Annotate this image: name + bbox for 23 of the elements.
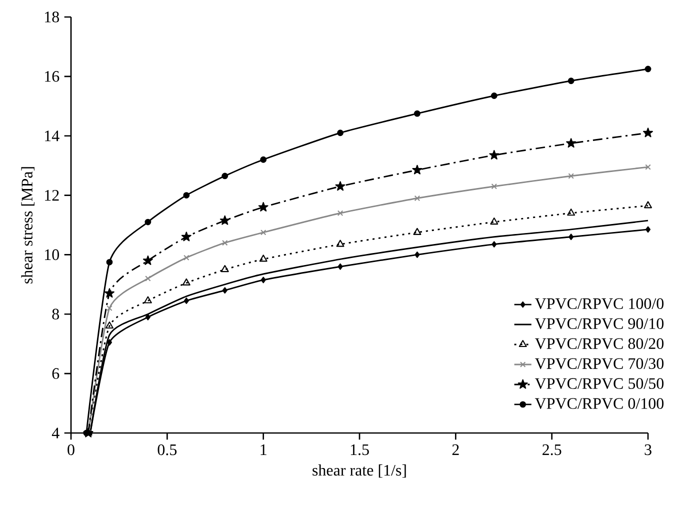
y-tick-label: 16 <box>45 71 60 82</box>
x-axis-title: shear rate [1/s] <box>312 464 406 478</box>
x-tick-label: 0 <box>68 444 74 456</box>
y-tick-label: 8 <box>52 308 60 320</box>
legend-label: VPVC/RPVC 70/30 <box>534 358 664 370</box>
legend-label: VPVC/RPVC 80/20 <box>534 338 664 350</box>
x-tick-label: 1.5 <box>350 444 369 456</box>
legend-label: VPVC/RPVC 50/50 <box>534 378 664 390</box>
legend-label: VPVC/RPVC 100/0 <box>534 298 664 310</box>
x-tick-label: 0.5 <box>158 444 177 456</box>
legend-label: VPVC/RPVC 90/10 <box>534 318 664 330</box>
y-tick-label: 4 <box>52 428 60 438</box>
y-tick-label: 18 <box>45 12 60 22</box>
x-tick-label: 1 <box>260 444 266 455</box>
y-axis-title: shear stress [MPa] <box>21 167 34 284</box>
y-tick-label: 12 <box>45 190 59 201</box>
y-tick-label: 10 <box>45 249 60 260</box>
legend-label: VPVC/RPVC 0/100 <box>534 398 664 410</box>
x-tick-label: 2 <box>452 444 459 455</box>
x-tick-label: 2.5 <box>542 444 562 456</box>
x-tick-label: 3 <box>644 444 652 456</box>
y-tick-label: 6 <box>52 368 60 379</box>
y-tick-label: 14 <box>45 130 60 142</box>
